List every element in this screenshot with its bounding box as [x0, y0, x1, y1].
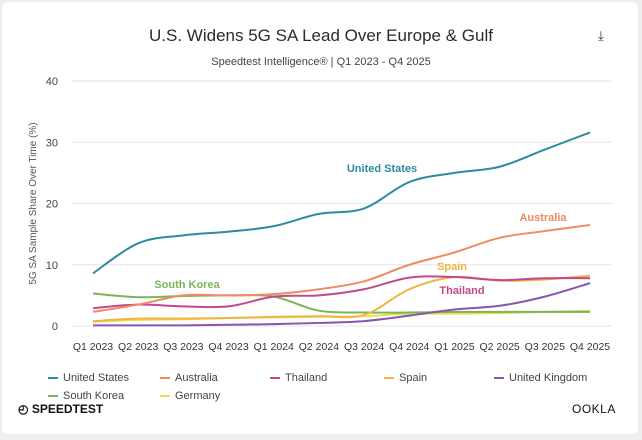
series-annotation: Spain [437, 261, 467, 273]
y-tick-label: 10 [46, 260, 58, 272]
legend-label: South Korea [63, 390, 125, 402]
x-tick-label: Q2 2023 [118, 341, 158, 353]
series-line-thailand[interactable] [92, 275, 591, 310]
x-tick-label: Q4 2025 [570, 341, 610, 353]
legend-label: United States [63, 372, 130, 384]
legend-label: Australia [175, 372, 218, 384]
download-icon[interactable]: ⤓ [598, 28, 604, 43]
y-axis-label: 5G SA Sample Share Over Time (%) [28, 122, 39, 284]
speedtest-logo: ◴ SPEEDTEST [18, 402, 104, 416]
chart-subtitle: Speedtest Intelligence® | Q1 2023 - Q4 2… [211, 56, 431, 68]
x-tick-label: Q1 2024 [254, 341, 294, 353]
ookla-logo: OOKLA [572, 402, 616, 416]
legend-item[interactable]: United States [48, 372, 129, 384]
series-annotation: United States [347, 163, 417, 175]
legend-swatch [384, 377, 394, 380]
legend-item[interactable]: Thailand [270, 372, 327, 384]
legend-label: United Kingdom [509, 372, 588, 384]
x-tick-label: Q2 2024 [299, 341, 339, 353]
legend-swatch [48, 395, 58, 398]
x-tick-label: Q4 2024 [389, 341, 429, 353]
legend-item[interactable]: South Korea [48, 390, 124, 402]
legend-item[interactable]: United Kingdom [494, 372, 587, 384]
legend-swatch [270, 377, 280, 380]
series-line-united-states[interactable] [92, 131, 591, 275]
x-tick-label: Q3 2023 [163, 341, 203, 353]
y-tick-label: 20 [46, 199, 58, 211]
legend-label: Germany [175, 390, 221, 402]
legend-item[interactable]: Australia [160, 372, 218, 384]
y-tick-label: 40 [46, 76, 58, 88]
x-tick-label: Q3 2024 [344, 341, 384, 353]
x-tick-label: Q1 2025 [434, 341, 474, 353]
x-tick-label: Q4 2023 [208, 341, 248, 353]
series-line-united-kingdom[interactable] [92, 282, 591, 327]
legend-label: Thailand [285, 372, 328, 384]
series-annotation: South Korea [154, 279, 220, 291]
chart-card [2, 2, 638, 434]
legend-item[interactable]: Spain [384, 372, 427, 384]
legend-swatch [160, 395, 170, 398]
x-tick-label: Q1 2023 [73, 341, 113, 353]
y-tick-label: 0 [52, 321, 58, 333]
series-annotation: Australia [519, 212, 567, 224]
legend-item[interactable]: Germany [160, 390, 220, 402]
legend-swatch [494, 377, 504, 380]
series-annotation: Thailand [439, 285, 484, 297]
series-line-australia[interactable] [92, 223, 591, 313]
x-tick-label: Q2 2025 [479, 341, 519, 353]
legend-swatch [48, 377, 58, 380]
gauge-icon: ◴ [18, 402, 32, 416]
legend-swatch [160, 377, 170, 380]
x-tick-label: Q3 2025 [525, 341, 565, 353]
legend-label: Spain [399, 372, 428, 384]
chart-title: U.S. Widens 5G SA Lead Over Europe & Gul… [149, 26, 493, 45]
y-tick-label: 30 [46, 137, 58, 149]
